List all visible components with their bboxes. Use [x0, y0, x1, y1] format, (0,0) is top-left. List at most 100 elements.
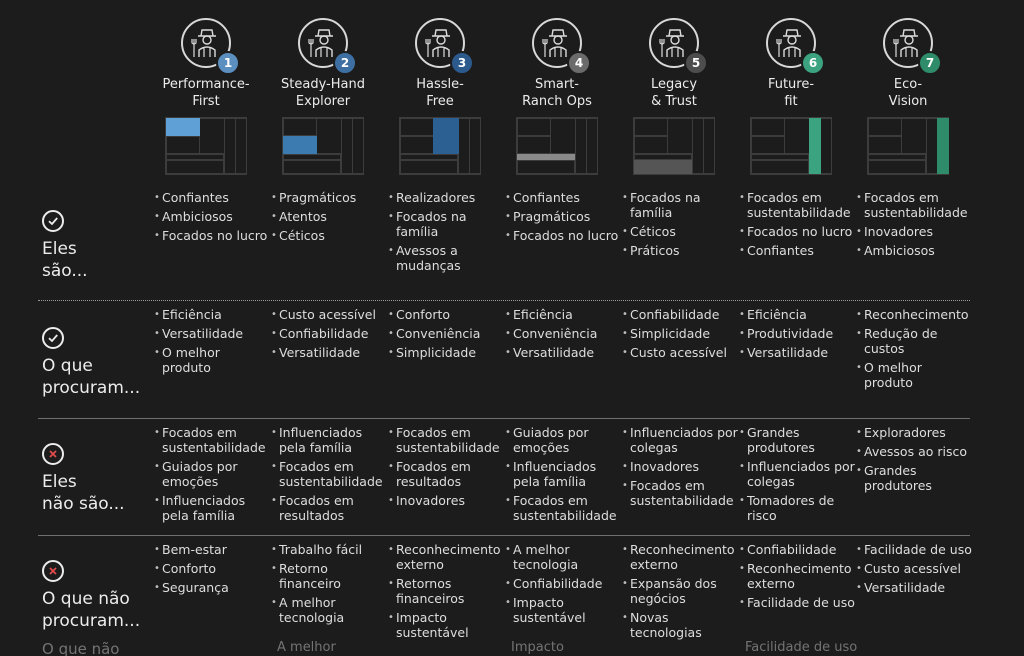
persona-name: Future- fit — [767, 77, 815, 109]
layout-cell — [400, 154, 458, 160]
persona-layout-thumbnail — [633, 117, 715, 175]
persona-layout-thumbnail — [282, 117, 364, 175]
persona-number-badge: 5 — [684, 51, 708, 75]
layout-cell — [199, 118, 225, 154]
layout-highlight — [283, 136, 317, 154]
check-icon — [42, 327, 64, 349]
row-label-eles-sao: Eles são... — [42, 210, 162, 282]
trait-item: Avessos a mudanças — [388, 243, 504, 273]
persona-name: Eco- Vision — [888, 77, 928, 109]
row-label-eles-nao-sao: Eles não são... — [42, 443, 162, 515]
trait-list: Focados em sustentabilidade Inovadores Amb… — [856, 190, 972, 262]
trait-item: Conveniência — [505, 326, 621, 341]
trait-item: Ambiciosos — [856, 243, 972, 258]
persona-number-badge: 7 — [918, 51, 942, 75]
avatar: 4 — [532, 18, 591, 75]
persona-number-badge: 3 — [450, 51, 474, 75]
trait-item: Confiantes — [505, 190, 621, 205]
persona-layout-thumbnail — [165, 117, 247, 175]
persona-layout-thumbnail — [399, 117, 481, 175]
cutoff-row: O que não A melhor Impacto Facilidade de… — [0, 640, 1024, 656]
trait-list: Reconhecimento Redução de custos O melhor … — [856, 307, 972, 394]
trait-item: Avessos ao risco — [856, 444, 972, 459]
cutoff-label: O que não — [42, 640, 120, 656]
persona-column: 1 Performance- First — [151, 18, 261, 175]
trait-item: Atentos — [271, 209, 387, 224]
trait-item: Novas tecnologias — [622, 610, 738, 640]
trait-list: Reconhecimento externo Expansão dos negóc… — [622, 542, 738, 644]
row-title-line1: Eles — [42, 239, 77, 259]
trait-item: Confiabilidade — [505, 576, 621, 591]
trait-item: Confiabilidade — [271, 326, 387, 341]
trait-list: Confiantes Pragmáticos Focados no lucro — [505, 190, 621, 247]
trait-item: Focados na família — [622, 190, 738, 220]
avatar: 5 — [649, 18, 708, 75]
layout-cell — [400, 118, 434, 136]
cutoff-item: Facilidade de uso — [745, 640, 858, 655]
trait-item: Realizadores — [388, 190, 504, 205]
trait-item: Retornos financeiros — [388, 576, 504, 606]
layout-cell — [517, 160, 575, 174]
trait-item: A melhor tecnologia — [271, 595, 387, 625]
layout-cell — [586, 118, 598, 174]
trait-list: A melhor tecnologia Confiabilidade Impacto… — [505, 542, 621, 629]
trait-list: Facilidade de uso Custo acessível Versatil… — [856, 542, 972, 599]
trait-list: Custo acessível Confiabilidade Versatilida… — [271, 307, 387, 364]
trait-item: Influenciados pela família — [271, 425, 387, 455]
layout-cell — [820, 118, 832, 174]
trait-item: Influenciados por colegas — [622, 425, 738, 455]
persona-number-badge: 6 — [801, 51, 825, 75]
trait-item: Pragmáticos — [271, 190, 387, 205]
trait-list: Focados em sustentabilidade Focados em re… — [388, 425, 504, 512]
trait-item: Confiantes — [739, 243, 855, 258]
trait-list: Realizadores Focados na família Avessos a … — [388, 190, 504, 277]
layout-cell — [400, 160, 458, 174]
x-icon — [42, 560, 64, 582]
trait-item: Confiabilidade — [622, 307, 738, 322]
trait-item: Simplicidade — [622, 326, 738, 341]
trait-item: Reconhecimento externo — [622, 542, 738, 572]
trait-item: Exploradores — [856, 425, 972, 440]
trait-item: Versatilidade — [739, 345, 855, 360]
trait-item: Guiados por emoções — [154, 459, 270, 489]
trait-item: Focados em sustentabilidade — [271, 459, 387, 489]
trait-list: Eficiência Conveniência Versatilidade — [505, 307, 621, 364]
row-separator — [38, 418, 970, 419]
persona-column: 5 Legacy & Trust — [619, 18, 729, 175]
persona-name: Performance- First — [162, 77, 250, 109]
layout-cell — [166, 136, 200, 154]
layout-cell — [166, 160, 224, 174]
layout-cell — [667, 118, 693, 154]
trait-item: Focados em sustentabilidade — [505, 493, 621, 523]
persona-column: 6 Future- fit — [736, 18, 846, 175]
trait-item: Inovadores — [622, 459, 738, 474]
trait-item: Custo acessível — [622, 345, 738, 360]
layout-cell — [634, 136, 668, 154]
trait-list: Confiabilidade Reconhecimento externo Faci… — [739, 542, 855, 614]
avatar: 1 — [181, 18, 240, 75]
trait-item: Reconhecimento externo — [388, 542, 504, 572]
trait-item: Inovadores — [388, 493, 504, 508]
trait-item: Impacto sustentável — [388, 610, 504, 640]
layout-highlight — [937, 118, 949, 174]
layout-cell — [352, 118, 364, 174]
layout-cell — [868, 154, 926, 160]
row-separator — [38, 535, 970, 536]
trait-item: Influenciados pela família — [154, 493, 270, 523]
trait-item: Focados em sustentabilidade — [739, 190, 855, 220]
trait-item: Céticos — [622, 224, 738, 239]
layout-cell — [550, 118, 576, 154]
row-title-line2: são... — [42, 261, 88, 281]
trait-item: Céticos — [271, 228, 387, 243]
layout-cell — [283, 118, 317, 136]
cutoff-item: A melhor — [277, 640, 336, 655]
trait-item: Influenciados por colegas — [739, 459, 855, 489]
layout-cell — [868, 118, 902, 136]
trait-item: Guiados por emoções — [505, 425, 621, 455]
farmer-icon — [893, 29, 918, 57]
trait-item: Eficiência — [739, 307, 855, 322]
trait-item: Focados em sustentabilidade — [154, 425, 270, 455]
trait-item: Grandes produtores — [739, 425, 855, 455]
layout-cell — [166, 154, 224, 160]
trait-item: Focados no lucro — [154, 228, 270, 243]
